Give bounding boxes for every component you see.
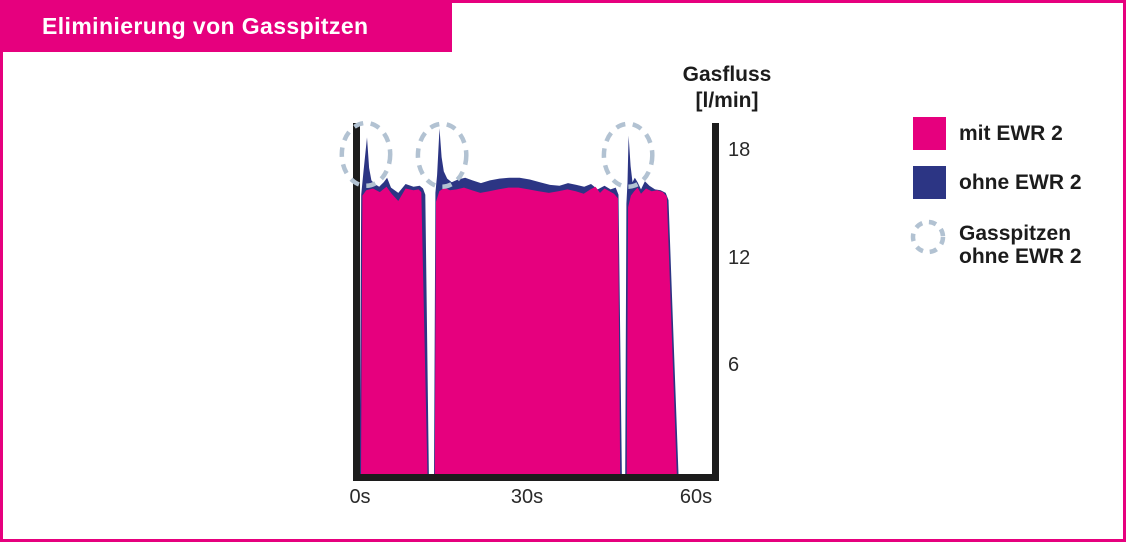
legend-label-gasspitzen: Gasspitzen ohne EWR 2 (959, 222, 1082, 268)
y-axis-title: Gasfluss [l/min] (663, 62, 791, 114)
x-tick-60s: 60s (679, 486, 713, 508)
y-axis-title-line1: Gasfluss (682, 63, 772, 86)
title-banner: Eliminierung von Gasspitzen (3, 3, 452, 52)
legend-label-mit-ewr2: mit EWR 2 (959, 122, 1063, 145)
legend-item-gasspitzen: Gasspitzen ohne EWR 2 (910, 219, 1082, 268)
gas-peak-circle (601, 121, 655, 189)
y-axis-line-right (712, 123, 719, 481)
y-tick-12: 12 (728, 247, 751, 269)
legend-label-ohne-ewr2: ohne EWR 2 (959, 171, 1082, 194)
x-tick-0s: 0s (349, 486, 371, 508)
area-mit-ewr-2 (434, 186, 621, 477)
dashed-circle-icon (910, 219, 946, 255)
pink-square-swatch (913, 117, 946, 150)
page-title: Eliminierung von Gasspitzen (42, 12, 369, 39)
y-tick-6: 6 (728, 354, 740, 376)
gas-flow-chart (339, 120, 719, 481)
legend-item-mit-ewr2: mit EWR 2 (913, 117, 1063, 150)
x-axis-line (353, 474, 719, 481)
legend-item-ohne-ewr2: ohne EWR 2 (913, 166, 1082, 199)
y-tick-18: 18 (728, 139, 751, 161)
area-mit-ewr-2 (626, 187, 677, 477)
x-tick-30s: 30s (510, 486, 544, 508)
gas-peak-circle (415, 121, 469, 189)
y-axis-line-left (353, 123, 360, 481)
area-mit-ewr-2 (361, 186, 428, 477)
blue-square-swatch (913, 166, 946, 199)
gas-peak-circle (339, 120, 393, 189)
y-axis-title-line2: [l/min] (695, 89, 759, 112)
